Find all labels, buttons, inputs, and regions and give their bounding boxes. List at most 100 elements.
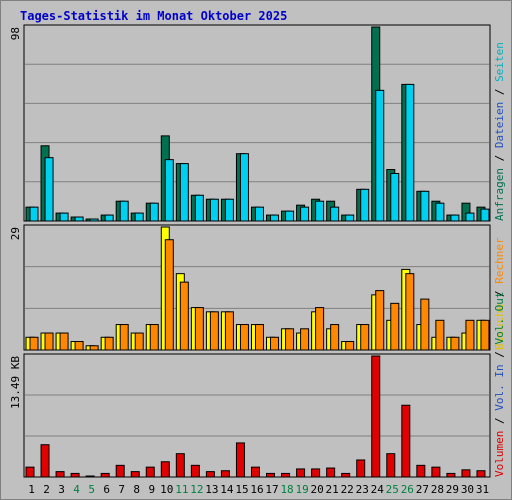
bar-dateien-day-30	[465, 212, 475, 222]
x-tick-label-21: 21	[326, 483, 339, 496]
bar-volumen-day-3	[55, 471, 65, 478]
bar-dateien-day-17	[270, 214, 280, 222]
bar-volumen-day-6	[100, 472, 110, 478]
panel-visits-ymax-label: 29	[9, 227, 22, 240]
bar-dateien-day-19	[300, 206, 310, 222]
bar-rechner-day-3	[59, 332, 69, 351]
x-tick-label-26: 26	[401, 483, 414, 496]
bar-rechner-day-20	[315, 307, 325, 351]
bar-rechner-day-26	[405, 273, 415, 351]
bar-dateien-day-25	[390, 172, 400, 222]
bar-dateien-day-31	[480, 208, 490, 222]
bar-dateien-day-29	[450, 214, 460, 222]
bar-volumen-day-21	[326, 467, 336, 478]
bar-volumen-day-12	[190, 464, 200, 478]
bar-rechner-day-2	[44, 332, 54, 351]
x-tick-label-10: 10	[160, 483, 173, 496]
x-axis: 1 2 3 4 5 6 7 8 9 10 11 12 13 14 15 16 17 18 19 20 21 22 23 24 2…	[28, 483, 489, 496]
bar-dateien-day-7	[119, 200, 129, 222]
panel-volume: 13.49 KB Volumen / Vol. In / Vol. Out	[9, 292, 506, 478]
bar-volumen-day-2	[40, 444, 50, 478]
panel-volume-ymax-label: 13.49 KB	[9, 356, 22, 409]
x-tick-label-14: 14	[220, 483, 234, 496]
bar-dateien-day-3	[59, 212, 69, 222]
bar-dateien-day-11	[179, 163, 189, 222]
x-tick-label-8: 8	[133, 483, 140, 496]
bar-volumen-day-25	[386, 453, 396, 478]
x-tick-label-5: 5	[88, 483, 95, 496]
legend-item-besuche: Besuche	[493, 304, 506, 350]
legend-item-seiten: Seiten	[493, 42, 506, 82]
bar-volumen-day-1	[25, 466, 35, 478]
bar-rechner-day-19	[300, 328, 310, 351]
bar-volumen-day-20	[311, 468, 321, 478]
bar-dateien-day-10	[164, 159, 174, 222]
bar-volumen-day-14	[220, 470, 230, 478]
bar-dateien-day-6	[104, 214, 114, 222]
bar-rechner-day-6	[104, 336, 114, 351]
x-tick-label-1: 1	[28, 483, 35, 496]
bar-volumen-day-13	[205, 471, 215, 478]
bar-volumen-day-28	[431, 466, 441, 478]
bar-volumen-day-22	[341, 472, 351, 478]
bar-dateien-day-13	[209, 198, 219, 222]
legend-item-rechner: Rechner	[493, 237, 506, 284]
bar-dateien-day-14	[224, 198, 234, 222]
bar-dateien-day-27	[420, 190, 430, 222]
chart-title: Tages-Statistik im Monat Oktober 2025	[20, 9, 287, 23]
x-tick-label-17: 17	[265, 483, 278, 496]
bar-dateien-day-20	[315, 200, 325, 222]
bar-volumen-day-5	[85, 475, 95, 478]
x-tick-label-23: 23	[356, 483, 369, 496]
legend-item-dateien: Dateien	[493, 102, 506, 148]
bar-rechner-day-24	[375, 290, 385, 351]
panel-volume-legend: Volumen / Vol. In / Vol. Out	[493, 292, 506, 477]
bar-volumen-day-15	[235, 442, 245, 478]
bar-rechner-day-4	[74, 341, 84, 351]
x-tick-label-31: 31	[476, 483, 489, 496]
bar-dateien-day-1	[29, 206, 39, 222]
bar-rechner-day-29	[450, 336, 460, 351]
bar-rechner-day-18	[285, 328, 295, 351]
bar-dateien-day-9	[149, 202, 159, 222]
chart-panels: 98 Anfragen / Dateien / Seiten 29 Besuche /…	[9, 24, 506, 478]
bar-rechner-day-13	[209, 311, 219, 351]
bar-dateien-day-2	[44, 157, 54, 222]
bar-rechner-day-28	[435, 319, 445, 351]
x-tick-label-24: 24	[371, 483, 385, 496]
bar-dateien-day-24	[375, 89, 385, 222]
bar-rechner-day-25	[390, 302, 400, 351]
x-tick-label-15: 15	[235, 483, 248, 496]
x-tick-label-29: 29	[446, 483, 459, 496]
bar-rechner-day-10	[164, 239, 174, 351]
bar-volumen-day-17	[266, 472, 276, 478]
legend-separator: /	[493, 284, 506, 304]
x-tick-label-30: 30	[461, 483, 474, 496]
panel-visits-legend: Besuche / Rechner	[493, 237, 506, 350]
x-tick-label-19: 19	[295, 483, 308, 496]
panel-requests: 98 Anfragen / Dateien / Seiten	[9, 24, 506, 222]
bar-volumen-day-29	[446, 472, 456, 478]
bar-dateien-day-28	[435, 202, 445, 222]
bar-volumen-day-7	[115, 464, 125, 478]
bar-rechner-day-15	[239, 324, 249, 351]
x-tick-label-12: 12	[190, 483, 203, 496]
bar-dateien-day-26	[405, 83, 415, 222]
bar-rechner-day-14	[224, 311, 234, 351]
x-tick-label-3: 3	[58, 483, 65, 496]
bar-volumen-day-30	[461, 469, 471, 478]
bar-volumen-day-10	[160, 461, 170, 478]
x-tick-label-16: 16	[250, 483, 263, 496]
bar-volumen-day-23	[356, 459, 366, 478]
x-tick-label-27: 27	[416, 483, 429, 496]
bar-rechner-day-23	[360, 324, 370, 351]
bar-rechner-day-7	[119, 324, 129, 351]
x-tick-label-13: 13	[205, 483, 218, 496]
bar-volumen-day-11	[175, 453, 185, 478]
x-tick-label-18: 18	[280, 483, 293, 496]
bar-dateien-day-18	[285, 210, 295, 222]
legend-item-vol-in: Vol. In	[493, 364, 506, 410]
bar-volumen-day-26	[401, 404, 411, 478]
